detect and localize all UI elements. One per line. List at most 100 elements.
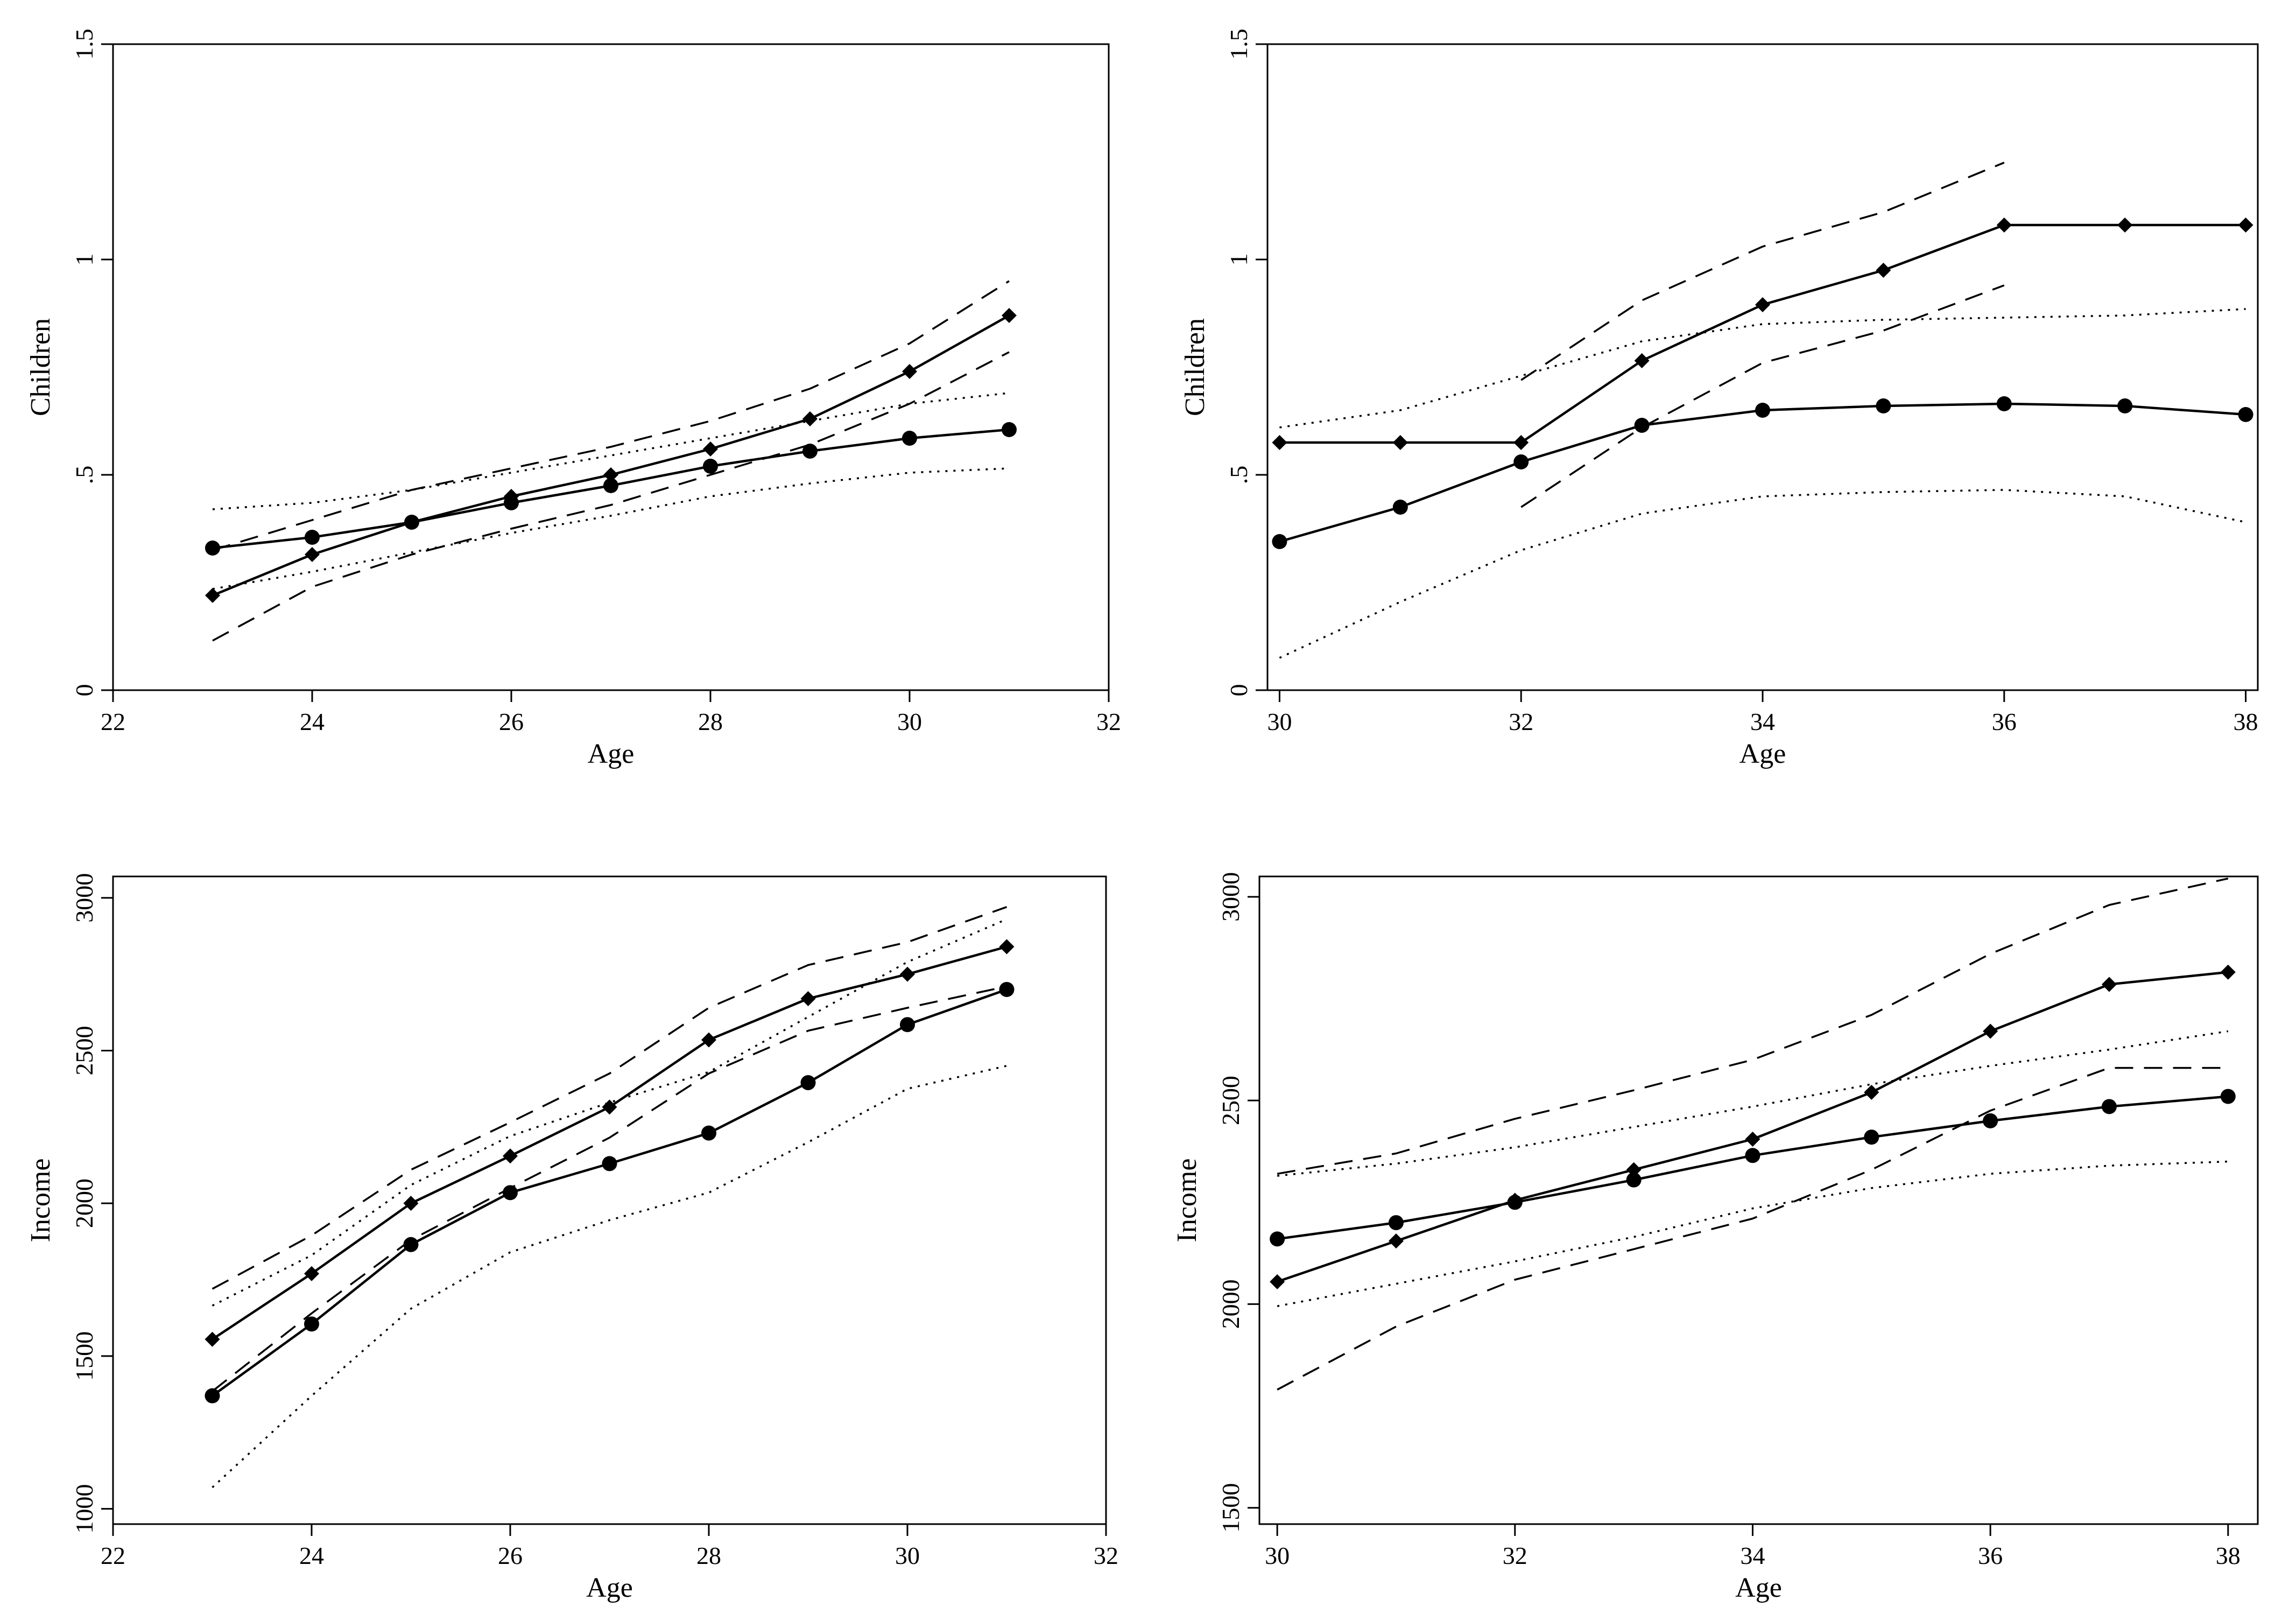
y-tick-label: 2500 (71, 1026, 98, 1075)
data-point-circle (1996, 396, 2012, 411)
x-tick-label: 28 (696, 1542, 721, 1569)
series-line-4-dashed (1277, 1066, 2228, 1391)
x-tick-label: 26 (498, 1542, 523, 1569)
series-line-6-dotted (1279, 489, 2246, 659)
series-line-1-solid (1277, 971, 2229, 1283)
data-point-diamond (1634, 353, 1650, 368)
data-point-circle (1626, 1172, 1642, 1188)
data-point-diamond (503, 1148, 518, 1164)
series-line-1-solid (212, 314, 1010, 597)
x-tick-label: 34 (1750, 708, 1775, 735)
data-point-diamond (403, 1196, 419, 1211)
series-line-5-dotted (1279, 308, 2246, 429)
series-line-3-dashed (212, 280, 1010, 551)
series-line-6-dotted (212, 1065, 1007, 1489)
y-tick-label: 2000 (71, 1178, 98, 1228)
x-tick-label: 30 (897, 708, 922, 735)
data-point-diamond (1002, 308, 1017, 323)
plot-frame (112, 875, 1107, 1525)
x-tick-label: 32 (1503, 1542, 1527, 1569)
x-axis-title: Age (588, 739, 635, 769)
chart-panel-1: 22 24 26 28 30 32 0 .5 1 1.5 Age Children (25, 29, 1121, 769)
x-tick-label: 22 (101, 708, 125, 735)
y-tick-label: 3000 (1217, 872, 1244, 922)
data-point-diamond (900, 966, 915, 982)
data-point-diamond (305, 547, 320, 562)
data-point-circle (503, 1185, 518, 1201)
plot-frame (112, 43, 1110, 691)
data-point-circle (603, 478, 618, 493)
data-point-circle (205, 1388, 220, 1404)
y-tick-label: 1 (71, 254, 98, 266)
data-point-diamond (703, 441, 718, 457)
data-point-circle (403, 1237, 419, 1252)
data-point-circle (602, 1156, 617, 1171)
x-tick-label: 36 (1978, 1542, 2003, 1569)
data-point-diamond (603, 467, 618, 482)
series-line-2-solid (212, 988, 1008, 1397)
chart-panel-4: 30 32 34 36 38 1500 2000 2500 3000 Age Income (1172, 872, 2259, 1603)
data-point-diamond (2117, 217, 2133, 233)
x-tick-label: 38 (2234, 708, 2258, 735)
y-axis-title: Income (1172, 1159, 1202, 1243)
x-tick-label: 34 (1740, 1542, 1765, 1569)
data-point-diamond (1983, 1023, 1998, 1039)
data-point-diamond (205, 588, 220, 603)
data-point-diamond (1996, 217, 2012, 233)
data-point-diamond (2220, 964, 2236, 980)
data-point-circle (2238, 407, 2253, 422)
data-point-circle (1876, 398, 1891, 413)
series-line-6-dotted (212, 467, 1010, 590)
data-point-circle (1272, 534, 1287, 549)
data-point-diamond (1392, 435, 1408, 450)
series-line-4-dashed (212, 985, 1007, 1392)
x-tick-label: 30 (1267, 708, 1292, 735)
data-point-diamond (1876, 263, 1891, 278)
y-tick-label: 1000 (71, 1484, 98, 1534)
x-tick-label: 24 (300, 708, 325, 735)
y-tick-label: .5 (1225, 466, 1252, 485)
data-point-circle (1270, 1231, 1285, 1247)
x-tick-label: 30 (895, 1542, 920, 1569)
data-point-circle (1392, 500, 1408, 515)
x-axis-title: Age (1739, 739, 1786, 769)
data-point-circle (305, 530, 320, 545)
data-point-diamond (1864, 1085, 1879, 1100)
series-line-4-dashed (1520, 284, 2005, 508)
chart-panel-2: 30 32 34 36 38 0 .5 1 1.5 Age Children (1180, 29, 2259, 769)
series-line-5-dotted (212, 392, 1010, 510)
data-point-diamond (802, 411, 818, 426)
data-point-diamond (701, 1032, 716, 1048)
data-point-circle (1388, 1215, 1404, 1231)
y-tick-label: 2000 (1217, 1279, 1244, 1329)
data-point-diamond (304, 1266, 319, 1281)
series-line-3-dashed (1520, 162, 2005, 381)
chart-panel-3: 22 24 26 28 30 32 1000 1500 2000 2500 3000 Age Incom… (25, 873, 1118, 1603)
data-point-diamond (999, 939, 1015, 955)
data-point-diamond (1388, 1233, 1404, 1249)
data-point-diamond (902, 364, 917, 379)
y-axis-title: Children (25, 318, 56, 416)
y-tick-label: 3000 (71, 873, 98, 923)
data-point-circle (999, 981, 1015, 997)
data-point-circle (404, 515, 419, 530)
x-axis-title: Age (586, 1573, 633, 1603)
y-tick-label: 0 (1225, 684, 1252, 697)
data-point-circle (1755, 403, 1770, 418)
x-tick-label: 22 (101, 1542, 125, 1569)
x-tick-label: 32 (1096, 708, 1121, 735)
y-axis-title: Income (25, 1159, 56, 1243)
data-point-circle (1745, 1148, 1760, 1163)
y-tick-label: 1500 (1217, 1483, 1244, 1533)
data-point-circle (504, 495, 519, 510)
data-point-diamond (1745, 1132, 1760, 1147)
data-point-circle (1983, 1113, 1998, 1128)
data-point-circle (1634, 418, 1650, 433)
x-tick-label: 38 (2216, 1542, 2241, 1569)
data-point-circle (1864, 1129, 1879, 1145)
x-tick-label: 26 (499, 708, 524, 735)
data-point-diamond (2101, 977, 2117, 992)
data-point-circle (900, 1017, 915, 1033)
data-point-circle (1002, 422, 1017, 437)
